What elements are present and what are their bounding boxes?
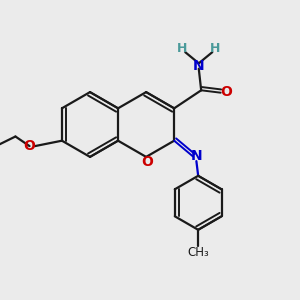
Text: N: N bbox=[193, 59, 205, 73]
Text: O: O bbox=[142, 155, 154, 169]
Text: N: N bbox=[190, 149, 202, 163]
Text: CH₃: CH₃ bbox=[187, 246, 209, 259]
Text: O: O bbox=[221, 85, 232, 99]
Text: H: H bbox=[177, 42, 188, 55]
Text: O: O bbox=[24, 139, 35, 152]
Text: H: H bbox=[210, 42, 220, 55]
